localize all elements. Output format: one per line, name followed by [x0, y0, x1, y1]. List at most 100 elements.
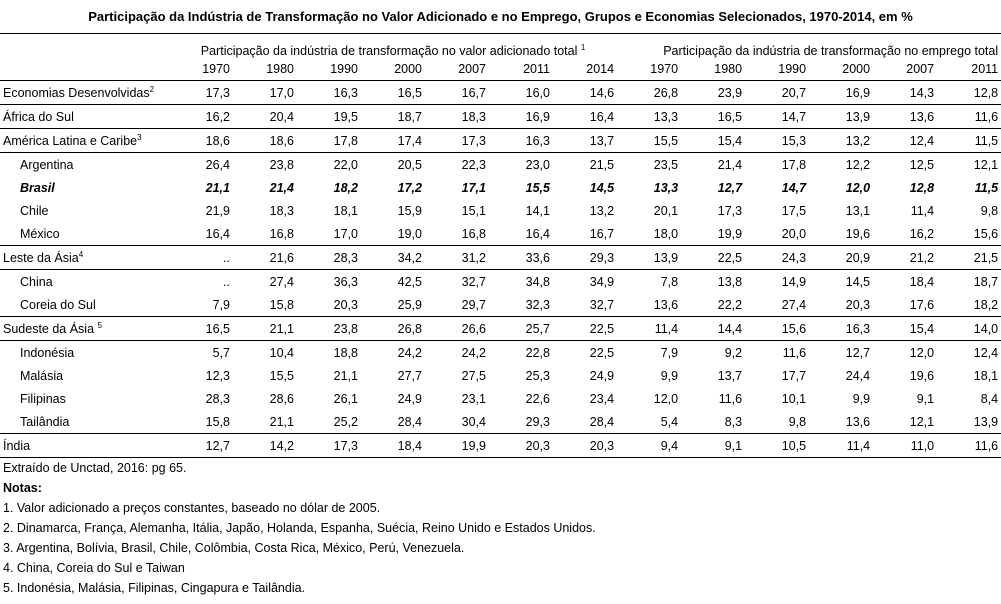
row-label-text: China — [20, 274, 53, 289]
value-cell: 26,8 — [361, 316, 425, 341]
value-cell: 34,2 — [361, 245, 425, 270]
value-cell: 24,9 — [589, 368, 615, 383]
value-cell: 20,3 — [489, 433, 553, 458]
value-cell: 23,0 — [525, 157, 550, 172]
value-cell: 22,2 — [681, 293, 746, 317]
value-cell: 14,7 — [781, 180, 807, 195]
value-cell: 34,8 — [525, 274, 550, 289]
row-label-text: Indonésia — [20, 345, 75, 360]
year-header: 1980 — [233, 58, 297, 81]
year-header: 1990 — [297, 58, 361, 81]
value-cell: 9,9 — [852, 391, 871, 406]
value-cell: 17,6 — [873, 293, 938, 317]
value-cell: 19,5 — [297, 104, 361, 129]
value-cell: 23,5 — [653, 157, 679, 172]
value-cell: 21,6 — [233, 245, 297, 270]
value-cell: 11,6 — [937, 433, 1001, 458]
year-header: 1970 — [617, 58, 682, 81]
value-cell: 12,0 — [909, 345, 935, 360]
value-cell: 25,2 — [297, 410, 361, 434]
value-cell: 18,8 — [333, 345, 358, 360]
row-label: Leste da Ásia4 — [0, 245, 169, 270]
value-cell: 9,1 — [916, 391, 935, 406]
value-cell: 16,8 — [233, 222, 297, 246]
row-label: África do Sul — [0, 104, 169, 129]
value-cell: 13,8 — [717, 274, 743, 289]
footnote-ref: 5 — [97, 320, 102, 330]
row-label-text: Sudeste da Ásia — [3, 321, 95, 336]
row-label: Tailândia — [0, 410, 169, 434]
value-cell: 24,4 — [845, 368, 871, 383]
value-cell: 15,5 — [617, 128, 682, 153]
value-cell: 12,8 — [937, 80, 1001, 105]
value-cell: 18,6 — [233, 128, 297, 153]
value-cell: 16,9 — [489, 104, 553, 129]
value-cell: 13,9 — [809, 104, 874, 129]
value-cell: 20,9 — [809, 245, 874, 270]
value-cell: 18,6 — [169, 128, 233, 153]
table-row: Coreia do Sul 7,9 15,8 20,3 25,9 29,7 32,3 32,7… — [0, 293, 1001, 317]
value-cell: 15,8 — [169, 410, 233, 434]
value-cell: 20,7 — [745, 80, 810, 105]
value-cell: 32,7 — [461, 274, 486, 289]
value-cell: 21,9 — [205, 203, 230, 218]
value-cell: 16,7 — [425, 80, 489, 105]
value-cell: 12,0 — [653, 391, 679, 406]
value-cell: 14,0 — [937, 316, 1001, 341]
value-cell: 20,1 — [653, 203, 679, 218]
value-cell: 12,1 — [873, 410, 938, 434]
value-cell: 17,3 — [425, 128, 489, 153]
row-label: China — [0, 270, 169, 294]
value-cell: 15,4 — [873, 316, 938, 341]
value-cell: 17,5 — [781, 203, 807, 218]
value-cell: 22,3 — [461, 157, 486, 172]
row-label-text: Brasil — [20, 180, 55, 195]
value-cell: 13,2 — [589, 203, 615, 218]
row-label-text: Economias Desenvolvidas — [3, 85, 150, 100]
value-cell: 19,9 — [425, 433, 489, 458]
value-cell: 26,1 — [333, 391, 358, 406]
value-cell: 13,9 — [617, 245, 682, 270]
table-row: Leste da Ásia4.. 21,6 28,3 34,2 31,2 33,6 29,3… — [0, 245, 1001, 270]
value-cell: 12,4 — [973, 345, 999, 360]
value-cell: 11,4 — [910, 203, 935, 218]
value-cell: 21,5 — [937, 245, 1001, 270]
value-cell: 11,5 — [974, 180, 999, 195]
value-cell: 18,1 — [973, 368, 999, 383]
value-cell: 15,1 — [461, 203, 486, 218]
note: 1. Valor adicionado a preços constantes,… — [3, 501, 381, 515]
value-cell: 19,9 — [681, 222, 746, 246]
value-cell: 19,6 — [909, 368, 935, 383]
value-cell: 27,4 — [269, 274, 294, 289]
value-cell: 11,6 — [937, 104, 1001, 129]
value-cell: 16,3 — [809, 316, 874, 341]
value-cell: 13,6 — [873, 104, 938, 129]
row-label-text: Índia — [3, 438, 31, 453]
row-label-text: Coreia do Sul — [20, 297, 96, 312]
value-cell: 13,1 — [845, 203, 871, 218]
value-cell: 11,5 — [937, 128, 1001, 153]
value-cell: 18,0 — [617, 222, 682, 246]
value-cell: 22,5 — [681, 245, 746, 270]
value-cell: 24,9 — [397, 391, 422, 406]
value-cell: 13,7 — [553, 128, 618, 153]
year-header: 2011 — [489, 58, 553, 81]
table-row: Filipinas 28,3 28,6 26,1 24,9 23,1 22,6 23,4 12,… — [0, 387, 1001, 410]
value-cell: 14,4 — [681, 316, 746, 341]
value-cell: 13,9 — [937, 410, 1001, 434]
table-row: Indonésia 5,7 10,4 18,8 24,2 24,2 22,8 22,5 7,9 9… — [0, 341, 1001, 365]
value-cell: 20,4 — [233, 104, 297, 129]
value-cell: 13,7 — [717, 368, 743, 383]
year-header: 2007 — [873, 58, 938, 81]
value-cell: 18,4 — [909, 274, 935, 289]
corner-cell — [0, 34, 169, 58]
value-cell: 17,0 — [233, 80, 297, 105]
value-cell: 5,4 — [617, 410, 682, 434]
value-cell: 21,4 — [717, 157, 743, 172]
value-cell: 18,2 — [937, 293, 1001, 317]
value-cell: 22,5 — [553, 316, 618, 341]
value-cell: 16,5 — [361, 80, 425, 105]
value-cell: 16,4 — [169, 222, 233, 246]
value-cell: 34,9 — [589, 274, 615, 289]
